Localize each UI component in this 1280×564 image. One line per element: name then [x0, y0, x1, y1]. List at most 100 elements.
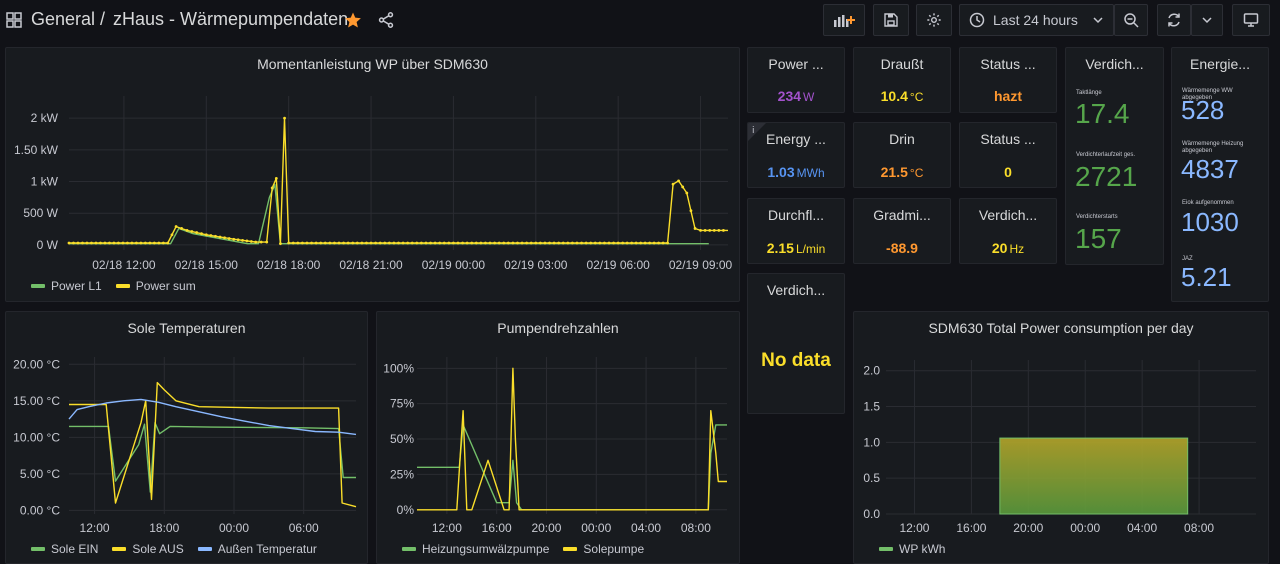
info-corner-icon[interactable]: i [748, 123, 766, 141]
legend-item-wp-kwh[interactable]: WP kWh [879, 542, 945, 556]
panel-sole-temperaturen: Sole Temperaturen 0.00 °C 5.00 °C 10.00 °C… [5, 311, 368, 564]
x-tick-label: 20:00 [1013, 521, 1043, 535]
series-line [417, 367, 727, 511]
legend-label: Außen Temperatur [217, 542, 317, 556]
refresh-button[interactable] [1157, 4, 1191, 36]
data-point [121, 241, 125, 245]
x-tick-label: 00:00 [581, 521, 611, 535]
chart-pumpendrehzahlen: 0% 25% 50% 75% 100% 12:00 16:00 20:00 00:00 04:00… [383, 357, 727, 535]
y-tick-label: 100% [383, 361, 414, 375]
data-point [374, 241, 378, 245]
series-line [69, 117, 728, 245]
panel-title: Momentanleistung WP über SDM630 [257, 56, 488, 72]
dashboard-title[interactable]: zHaus - Wärmepumpendaten [113, 9, 349, 29]
data-point [580, 241, 583, 245]
data-point [520, 241, 524, 245]
chart-momentanleistung: 0 W 500 W 1 kW 1.50 kW 2 kW 02/18 12:00 02/18 … [14, 96, 733, 272]
data-point [227, 237, 231, 240]
data-point [410, 241, 414, 245]
stat-value-jaz: 5.21 [1181, 262, 1232, 292]
svg-text:i: i [752, 126, 755, 136]
data-point [85, 241, 89, 245]
data-point [148, 241, 152, 245]
legend-item-heizungsumwaelzpumpe[interactable]: Heizungsumwälzpumpe [402, 542, 549, 556]
data-point [479, 241, 483, 245]
stat-value: 20 Hz [991, 240, 1025, 256]
x-tick-label: 12:00 [432, 521, 462, 535]
data-point [465, 241, 469, 245]
zoom-out-button[interactable] [1114, 4, 1148, 36]
time-range-label: Last 24 hours [993, 12, 1078, 28]
settings-button[interactable] [916, 4, 952, 36]
data-point [552, 241, 556, 245]
series-line [68, 398, 357, 436]
data-point [401, 241, 405, 245]
legend-item-aussen-temperatur[interactable]: Außen Temperatur [197, 542, 317, 556]
dashboards-grid-icon[interactable] [6, 12, 22, 28]
x-tick-label: 18:00 [149, 521, 179, 535]
legend-item-solepumpe[interactable]: Solepumpe [563, 542, 644, 556]
stat-panel-gradmin: Gradmi... -88.9 [853, 198, 951, 264]
legend-label: Sole AUS [132, 542, 184, 556]
panel-momentanleistung: Momentanleistung WP über SDM630 0 W 500 W… [5, 47, 740, 302]
data-point [639, 241, 643, 245]
data-point [677, 179, 680, 183]
data-point [223, 236, 226, 240]
data-point [657, 241, 661, 245]
stat-value: 234 W [777, 88, 815, 104]
series-line [69, 422, 356, 493]
y-tick-label: 15.00 °C [13, 394, 60, 408]
y-tick-label: 1 kW [31, 175, 59, 189]
data-point [397, 241, 400, 245]
data-point [67, 241, 71, 245]
add-panel-button[interactable] [823, 4, 865, 36]
view-mode-button[interactable] [1232, 4, 1270, 36]
stat-panel-draussen: Draußt 10.4 °C [853, 47, 951, 113]
data-point [72, 241, 75, 245]
stat-title: Status ... [980, 56, 1036, 72]
save-dashboard-button[interactable] [873, 4, 909, 36]
stat-title: Drin [889, 131, 915, 147]
legend-item-power-sum[interactable]: Power sum [115, 279, 196, 293]
data-point [174, 225, 178, 228]
data-point [139, 241, 143, 245]
x-tick-label: 02/19 06:00 [586, 258, 650, 272]
series-line [69, 184, 709, 245]
zoom-out-icon [1124, 13, 1139, 28]
data-point [648, 241, 652, 245]
stat-value-heizung: 4837 [1181, 154, 1239, 184]
panel-pumpendrehzahlen: Pumpendrehzahlen 0% 25% 50% 75% 100% 12:00 16:… [376, 311, 740, 564]
star-icon[interactable] [344, 11, 362, 29]
data-point [566, 241, 570, 245]
legend-item-sole-aus[interactable]: Sole AUS [112, 542, 184, 556]
data-point [442, 241, 446, 245]
breadcrumb-separator: / [100, 9, 106, 29]
stat-value-eiok: 1030 [1181, 207, 1239, 237]
legend-item-power-l1[interactable]: Power L1 [31, 279, 102, 293]
breadcrumb-folder[interactable]: General [31, 9, 96, 29]
share-icon[interactable] [377, 11, 395, 29]
data-point [474, 241, 478, 245]
x-tick-label: 16:00 [482, 521, 512, 535]
y-tick-label: 50% [390, 432, 414, 446]
data-point [689, 209, 693, 213]
data-point [209, 234, 213, 237]
time-range-picker[interactable]: Last 24 hours [959, 4, 1114, 36]
chart-legend: Power L1 Power sum [31, 279, 196, 293]
data-point [365, 241, 368, 245]
stat-value: 10.4 °C [880, 88, 924, 104]
data-point [305, 241, 309, 245]
data-point [424, 241, 428, 245]
data-point [134, 241, 138, 245]
data-point [157, 241, 161, 245]
data-point [415, 241, 419, 245]
legend-item-sole-ein[interactable]: Sole EIN [31, 542, 98, 556]
y-tick-label: 2.0 [863, 364, 880, 378]
data-point [452, 241, 455, 245]
stat-label-jaz: JAZ [1182, 256, 1193, 262]
data-point [456, 241, 460, 245]
data-point [355, 241, 359, 245]
stat-title: Status ... [980, 131, 1036, 147]
refresh-interval-dropdown[interactable] [1191, 4, 1223, 36]
x-tick-label: 02/18 21:00 [339, 258, 403, 272]
